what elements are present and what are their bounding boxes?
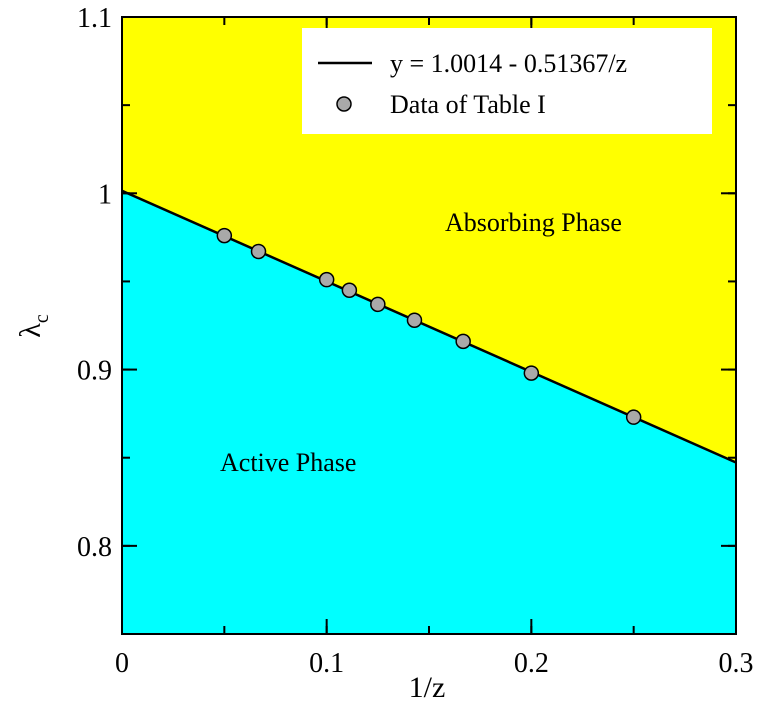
data-point — [455, 333, 471, 350]
data-point — [250, 243, 267, 260]
y-tick-label: 0.9 — [77, 356, 112, 387]
data-points — [216, 227, 642, 425]
y-axis-subscript: c — [31, 314, 53, 323]
data-point — [523, 365, 540, 381]
x-axis-title: 1/z — [409, 671, 446, 704]
x-tick-label: 0 — [115, 648, 129, 679]
plot-frame — [121, 16, 737, 635]
legend-marker-swatch — [336, 96, 352, 112]
legend-points-label: Data of Table I — [390, 90, 546, 119]
y-tick-label: 0.8 — [77, 532, 112, 563]
data-point — [406, 312, 423, 328]
absorbing-phase-label: Absorbing Phase — [445, 208, 622, 237]
active-phase-label: Active Phase — [220, 448, 356, 477]
y-axis-title: λc — [14, 314, 53, 338]
data-point — [625, 409, 642, 425]
legend: y = 1.0014 - 0.51367/z Data of Table I — [302, 28, 712, 134]
axis-ticks: 0 0.1 0.2 0.3 0.8 0.9 1 1.1 — [77, 3, 754, 679]
data-point — [318, 271, 335, 288]
active-phase-region — [122, 190, 736, 634]
legend-fit-label: y = 1.0014 - 0.51367/z — [390, 49, 627, 78]
legend-box — [302, 28, 712, 134]
x-tick-label: 0.1 — [309, 648, 344, 679]
y-tick-label: 1 — [98, 179, 112, 210]
y-tick-label: 1.1 — [77, 3, 112, 34]
y-axis-title-main: λc — [14, 314, 53, 338]
x-tick-label: 0.3 — [719, 648, 754, 679]
data-point — [370, 296, 386, 313]
x-tick-label: 0.2 — [514, 648, 549, 679]
data-point — [216, 227, 233, 244]
data-point — [341, 282, 358, 298]
y-axis-symbol: λ — [14, 323, 47, 338]
